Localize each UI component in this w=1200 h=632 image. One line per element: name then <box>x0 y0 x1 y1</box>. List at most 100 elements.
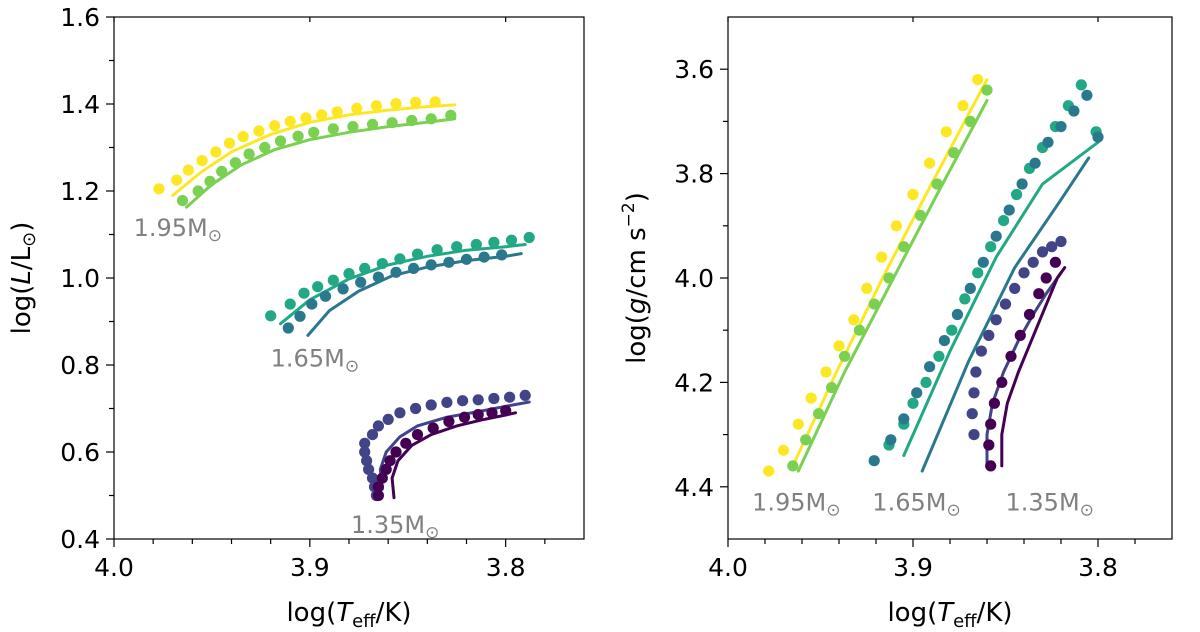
series-6-point <box>443 415 455 428</box>
series-3-point <box>1075 79 1087 91</box>
series-4-point <box>425 259 437 271</box>
series-2-point <box>259 141 271 154</box>
series-1-point <box>890 220 903 232</box>
series-3-point <box>265 310 277 322</box>
series-4-point <box>1029 157 1041 169</box>
series-4-point <box>496 249 508 261</box>
series-3-point <box>343 268 355 280</box>
series-line-6 <box>390 411 517 500</box>
series-5-point <box>968 429 980 441</box>
series-5-point <box>975 345 988 357</box>
series-4-point <box>390 266 402 278</box>
series-4-point <box>898 413 910 425</box>
mass-annotation-text: 1.65M <box>271 344 345 372</box>
y-tick-label: 0.4 <box>60 525 100 554</box>
series-3-point <box>985 241 997 253</box>
series-2-point <box>229 157 241 169</box>
series-4-point <box>1081 89 1093 101</box>
series-4-point <box>294 310 306 322</box>
y-tick-label: 3.8 <box>674 160 714 189</box>
series-6-point <box>1033 288 1045 300</box>
series-5-point <box>457 395 469 407</box>
x-tick-label: 3.9 <box>290 553 330 582</box>
series-2-point <box>406 114 418 127</box>
x-label-part: /K) <box>977 598 1013 628</box>
x-axis-label: log(Teff/K) <box>286 598 411 632</box>
kiel-diagram-panel: 4.0 3.9 3.83.63.84.04.24.4log(Teff/K)log(g… <box>619 16 1173 632</box>
series-2-point <box>800 434 812 446</box>
series-4-point <box>319 290 332 302</box>
series-2-point <box>425 113 437 125</box>
series-6-point <box>1005 350 1017 362</box>
series-2-point <box>243 148 255 160</box>
series-6-point <box>985 418 997 430</box>
series-1-point <box>940 126 952 138</box>
series-1-point <box>792 418 804 430</box>
series-2-point <box>386 117 398 129</box>
y-label-part: /L <box>7 246 37 270</box>
series-4-point <box>990 230 1002 242</box>
series-4-point <box>1042 136 1054 148</box>
series-5-point <box>504 391 516 403</box>
series-1-point <box>196 155 208 167</box>
series-2-point <box>914 209 927 221</box>
series-2-point <box>981 84 993 96</box>
mass-annotation: 1.35M⊙ <box>1006 488 1094 520</box>
series-1-point <box>253 125 265 137</box>
y-label-part: ) <box>7 222 37 232</box>
series-4-point <box>1068 105 1080 117</box>
series-5-point <box>366 429 379 441</box>
sun-symbol: ⊙ <box>1080 500 1094 520</box>
series-3-point <box>998 215 1010 227</box>
series-1-point <box>284 115 296 127</box>
y-tick-label: 1.6 <box>60 3 100 32</box>
series-5-point <box>394 407 406 419</box>
series-3-point <box>327 274 339 286</box>
series-line-1 <box>171 103 457 197</box>
series-5-point <box>372 420 384 432</box>
mass-annotation-text: 1.35M <box>1006 488 1080 516</box>
series-1-point <box>957 100 969 112</box>
series-4-point <box>372 271 384 283</box>
y-tick-label: 4.2 <box>674 368 714 397</box>
series-5-point <box>410 402 422 415</box>
series-2-point <box>327 123 339 135</box>
series-6-point <box>472 409 484 421</box>
series-4-point <box>355 276 367 288</box>
series-5-point <box>488 392 500 405</box>
y-label-part: log( <box>7 285 37 335</box>
series-4-point <box>951 308 964 321</box>
series-2-point <box>216 165 228 177</box>
series-3-point <box>972 267 984 279</box>
series-line-3 <box>902 140 1100 457</box>
series-3-point <box>359 262 371 274</box>
y-label-part: ) <box>622 192 652 202</box>
series-2-point <box>868 298 880 310</box>
y-tick-label: 4.4 <box>674 473 714 502</box>
y-axis-label: log(L/L⊙) <box>7 222 40 335</box>
x-tick-label: 4.0 <box>708 553 748 582</box>
series-2-point <box>853 324 866 336</box>
x-tick-label: 3.9 <box>893 553 933 582</box>
series-6-point <box>376 472 388 484</box>
series-line-6 <box>1000 266 1067 468</box>
series-5-point <box>990 314 1002 326</box>
y-label-part: log( <box>622 314 652 364</box>
series-6-point <box>372 481 384 493</box>
series-5-point <box>1018 267 1030 279</box>
x-label-var: T <box>937 598 955 628</box>
series-1-point <box>763 465 775 477</box>
series-line-3 <box>279 243 527 326</box>
series-line-2 <box>185 117 457 209</box>
series-1-point <box>429 96 441 108</box>
series-1-point <box>182 164 194 176</box>
series-3-point <box>431 244 443 256</box>
mass-annotation: 1.95M⊙ <box>752 488 840 520</box>
series-4-point <box>1055 121 1067 133</box>
series-2-point <box>931 178 943 190</box>
series-6-point <box>400 437 412 449</box>
series-1-point <box>848 314 860 326</box>
series-2-point <box>964 115 976 127</box>
x-label-part: log( <box>286 598 336 628</box>
